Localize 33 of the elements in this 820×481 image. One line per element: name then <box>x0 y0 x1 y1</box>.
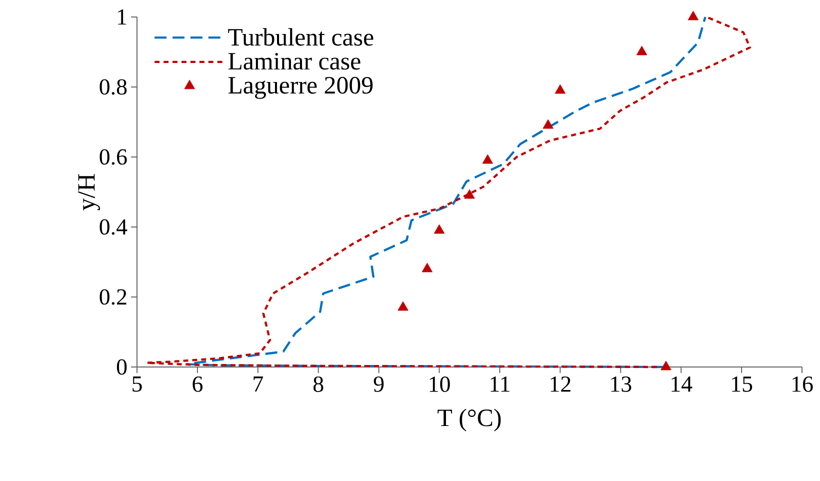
x-tick-label: 8 <box>314 376 324 392</box>
x-tick-label: 6 <box>192 376 203 392</box>
y-tick-label: 0.4 <box>100 219 128 235</box>
point <box>554 84 566 94</box>
x-tick-label: 16 <box>792 376 813 392</box>
point <box>482 154 494 164</box>
point <box>464 189 475 199</box>
legend-label: Laminar case <box>228 52 360 70</box>
point <box>660 360 672 370</box>
x-tick-label: 13 <box>611 376 632 392</box>
legend-label: Turbulent case <box>228 28 374 46</box>
x-tick-label: 12 <box>550 376 570 392</box>
point <box>398 301 408 311</box>
point <box>422 262 433 272</box>
y-axis-title: y/H <box>78 174 100 210</box>
x-tick-label: 10 <box>430 376 450 392</box>
y-tick-label: 0.8 <box>100 79 127 95</box>
x-tick-label: 9 <box>374 376 384 392</box>
x-tick-label: 15 <box>732 376 752 392</box>
x-tick-label: 5 <box>132 376 142 392</box>
x-tick-label: 11 <box>490 376 510 392</box>
point <box>434 224 445 234</box>
point <box>542 119 554 129</box>
x-tick-label: 14 <box>672 376 692 392</box>
x-tick-label: 7 <box>254 376 263 392</box>
y-tick-label: 1 <box>118 9 126 25</box>
y-tick-label: 0.2 <box>100 289 126 305</box>
y-tick-label: 0.6 <box>100 149 127 165</box>
point <box>636 46 648 56</box>
point <box>688 10 699 20</box>
y-tick-label: 0 <box>116 359 127 375</box>
legend-label: Laguerre 2009 <box>228 76 373 99</box>
x-axis-title: T (°C) <box>438 408 501 432</box>
